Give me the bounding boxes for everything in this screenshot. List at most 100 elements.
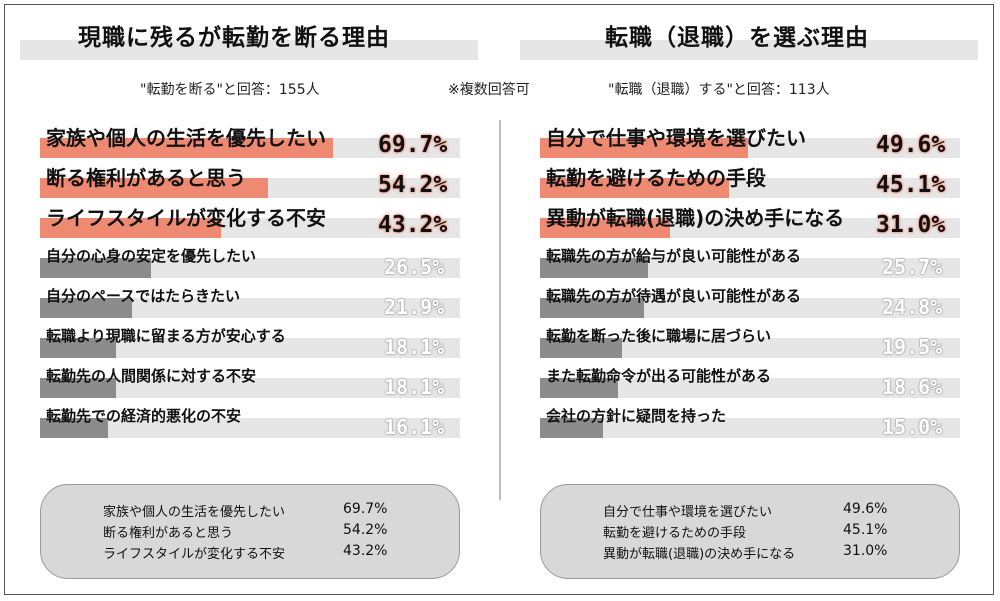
- left-summary-box: 家族や個人の生活を優先したい 69.7% 断る権利があると思う 54.2% ライフスタイ…: [40, 484, 460, 579]
- summary-value: 69.7%: [343, 501, 388, 517]
- right-bar-row: また転勤命令が出る可能性がある: [540, 362, 960, 402]
- data-label: 45.1%: [876, 172, 946, 198]
- left-bar-row: 自分のペースではたらきたい: [40, 282, 460, 322]
- bar-label: 転勤を断った後に職場に居づらい: [546, 327, 772, 345]
- data-label: 26.5%: [384, 255, 445, 279]
- summary-value: 31.0%: [843, 543, 888, 559]
- data-label: 24.8%: [882, 295, 943, 319]
- bar-label: 家族や個人の生活を優先したい: [46, 126, 326, 150]
- bar-label: 断る権利があると思う: [46, 166, 246, 190]
- data-label: 21.9%: [384, 295, 445, 319]
- right-summary-box: 自分で仕事や環境を選びたい 49.6% 転勤を避けるための手段 45.1% 異動が転職(…: [540, 484, 960, 579]
- right-bar-row: 異動が転職(退職)の決め手になる: [540, 202, 960, 242]
- left-bar-row: ライフスタイルが変化する不安: [40, 202, 460, 242]
- right-bar-row: 転勤を避けるための手段: [540, 162, 960, 202]
- data-label: 69.7%: [378, 132, 448, 158]
- bar: [540, 138, 749, 158]
- summary-label: 異動が転職(退職)の決め手になる: [603, 547, 796, 562]
- bar-label: 転勤先の人間関係に対する不安: [46, 367, 257, 385]
- data-label: 18.1%: [384, 335, 445, 359]
- data-label: 25.7%: [882, 255, 943, 279]
- bar: [540, 298, 645, 318]
- bar: [540, 338, 622, 358]
- bar: [540, 218, 671, 238]
- bar: [40, 338, 117, 358]
- bar-label: 異動が転職(退職)の決め手になる: [546, 206, 845, 230]
- summary-label: 自分で仕事や環境を選びたい: [603, 505, 773, 520]
- data-label: 16.1%: [384, 415, 445, 439]
- bar: [40, 298, 132, 318]
- left-title-bar: [20, 40, 478, 60]
- bar-label: 会社の方針に疑問を持った: [546, 407, 727, 425]
- summary-label: 断る権利があると思う: [103, 526, 234, 541]
- left-bar-row: 転勤先での経済的悪化の不安: [40, 402, 460, 442]
- bar-label: 転職より現職に留まる方が安心する: [46, 327, 286, 345]
- bar-label: 自分で仕事や環境を選びたい: [546, 126, 806, 150]
- data-label: 19.5%: [882, 335, 943, 359]
- bar-track: [40, 378, 460, 398]
- left-bar-row: 家族や個人の生活を優先したい: [40, 122, 460, 162]
- summary-value: 49.6%: [843, 501, 888, 517]
- right-bar-row: 自分で仕事や環境を選びたい: [540, 122, 960, 162]
- bar-label: 自分の心身の安定を優先したい: [46, 247, 257, 265]
- data-label: 18.1%: [384, 375, 445, 399]
- bar-track: [540, 378, 960, 398]
- bar: [540, 258, 648, 278]
- bar: [540, 418, 603, 438]
- right-bar-row: 転勤を断った後に職場に居づらい: [540, 322, 960, 362]
- bar-track: [540, 418, 960, 438]
- bar-label: 転勤を避けるための手段: [546, 166, 766, 190]
- bar: [40, 258, 152, 278]
- right-bar-row: 転職先の方が待遇が良い可能性がある: [540, 282, 960, 322]
- bar-track: [540, 338, 960, 358]
- bar: [40, 378, 117, 398]
- summary-value: 54.2%: [343, 522, 388, 538]
- summary-label: 家族や個人の生活を優先したい: [103, 505, 286, 520]
- left-bar-row: 転勤先の人間関係に対する不安: [40, 362, 460, 402]
- summary-value: 45.1%: [843, 522, 888, 538]
- bar: [40, 418, 108, 438]
- bar: [40, 178, 268, 198]
- bar: [540, 378, 619, 398]
- summary-row: 異動が転職(退職)の決め手になる 31.0%: [603, 543, 903, 563]
- summary-value: 43.2%: [343, 543, 388, 559]
- right-bar-row: 会社の方針に疑問を持った: [540, 402, 960, 442]
- bar-track: [40, 338, 460, 358]
- summary-row: 転勤を避けるための手段 45.1%: [603, 522, 903, 542]
- bar: [540, 178, 730, 198]
- panel-divider: [499, 120, 501, 500]
- right-bar-row: 転職先の方が給与が良い可能性がある: [540, 242, 960, 282]
- bar: [40, 138, 333, 158]
- left-bar-row: 転職より現職に留まる方が安心する: [40, 322, 460, 362]
- bar-label: 転職先の方が給与が良い可能性がある: [546, 247, 802, 265]
- left-bar-row: 断る権利があると思う: [40, 162, 460, 202]
- data-label: 18.6%: [882, 375, 943, 399]
- bar-track: [540, 298, 960, 318]
- left-chart-title: 現職に残るが転勤を断る理由: [78, 25, 390, 51]
- bar-label: 転職先の方が待遇が良い可能性がある: [546, 287, 802, 305]
- bar-track: [40, 418, 460, 438]
- summary-row: ライフスタイルが変化する不安 43.2%: [103, 543, 403, 563]
- bar-track: [40, 298, 460, 318]
- left-bar-row: 自分の心身の安定を優先したい: [40, 242, 460, 282]
- summary-row: 断る権利があると思う 54.2%: [103, 522, 403, 542]
- bar-label: ライフスタイルが変化する不安: [46, 206, 326, 230]
- bar-label: また転勤命令が出る可能性がある: [546, 367, 772, 385]
- figure-frame: [4, 4, 994, 595]
- data-label: 54.2%: [378, 172, 448, 198]
- bar: [40, 218, 222, 238]
- bar-label: 自分のペースではたらきたい: [46, 287, 240, 305]
- left-chart-subtitle: "転勤を断る"と回答：155人: [140, 82, 320, 98]
- summary-row: 自分で仕事や環境を選びたい 49.6%: [603, 501, 903, 521]
- summary-label: 転勤を避けるための手段: [603, 526, 747, 541]
- bar-label: 転勤先での経済的悪化の不安: [46, 407, 242, 425]
- right-title-bar: [520, 40, 978, 60]
- data-label: 15.0%: [882, 415, 943, 439]
- right-chart-title: 転職（退職）を選ぶ理由: [605, 25, 869, 51]
- data-label: 31.0%: [876, 212, 946, 238]
- summary-row: 家族や個人の生活を優先したい 69.7%: [103, 501, 403, 521]
- summary-label: ライフスタイルが変化する不安: [103, 547, 286, 562]
- data-label: 49.6%: [876, 132, 946, 158]
- data-label: 43.2%: [378, 212, 448, 238]
- right-chart-subtitle: "転職（退職）する"と回答：113人: [608, 82, 830, 98]
